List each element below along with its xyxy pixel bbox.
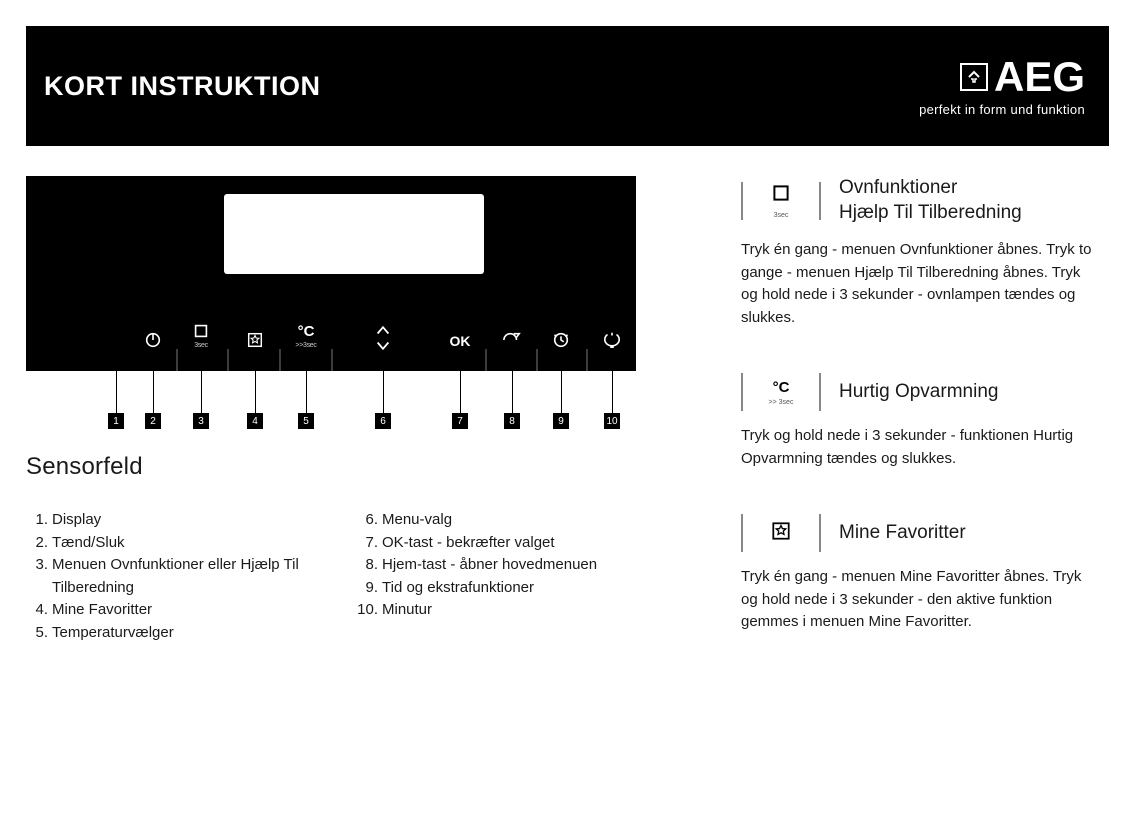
separator [332,349,333,371]
legend-item: 1.Display [26,509,306,532]
legend-item: 10.Minutur [356,599,597,622]
divider [819,373,821,411]
menu-button[interactable]: 3sec [192,322,210,349]
legend-item: 7.OK-tast - bekræfter valget [356,532,597,555]
leader-line [460,354,461,414]
separator [587,349,588,371]
divider [819,514,821,552]
legend-text: Tænd/Sluk [52,532,125,555]
divider [741,514,743,552]
info-block: 3sec OvnfunktionerHjælp Til Tilberedning… [741,176,1101,329]
legend-number: 4. [26,599,48,622]
leader-number: 1 [108,413,124,429]
leader-line [153,354,154,414]
info-title: Hurtig Opvarmning [839,380,998,405]
separator [177,349,178,371]
legend-item: 2.Tænd/Sluk [26,532,306,555]
leader-number: 3 [193,413,209,429]
separator [228,349,229,371]
leader-line [512,354,513,414]
leader-line [201,354,202,414]
leader-number: 2 [145,413,161,429]
leader-line [306,354,307,414]
home-button[interactable] [501,331,523,349]
leader-line [383,354,384,414]
info-body: Tryk én gang - menuen Ovnfunktioner åbne… [741,239,1101,329]
legend-number: 6. [356,509,378,532]
legend-item: 8.Hjem-tast - åbner hovedmenuen [356,554,597,577]
leader-line [255,354,256,414]
legend-number: 10. [356,599,378,622]
legend-item: 6.Menu-valg [356,509,597,532]
info-block: °C >> 3sec Hurtig Opvarmning Tryk og hol… [741,373,1101,470]
legend-text: Display [52,509,101,532]
legend: 1.Display2.Tænd/Sluk3.Menuen Ovnfunktion… [26,509,641,644]
legend-text: Menu-valg [382,509,452,532]
legend-number: 1. [26,509,48,532]
brand-name: AEG [994,56,1085,98]
leader-number: 5 [298,413,314,429]
temp-button[interactable]: °C>>3sec [295,323,316,349]
info-title: Mine Favoritter [839,521,966,546]
display-screen [224,194,484,274]
info-title: OvnfunktionerHjælp Til Tilberedning [839,176,1022,225]
updown-button[interactable] [374,323,392,353]
control-panel: 3sec °C>>3sec OK [26,176,636,371]
legend-item: 5.Temperaturvælger [26,622,306,645]
info-block: Mine Favoritter Tryk én gang - menuen Mi… [741,514,1101,634]
header-bar: KORT INSTRUKTION AEG perfekt in form und… [26,26,1109,146]
legend-number: 3. [26,554,48,599]
leader-number: 7 [452,413,468,429]
legend-text: Minutur [382,599,432,622]
legend-number: 9. [356,577,378,600]
legend-text: Hjem-tast - åbner hovedmenuen [382,554,597,577]
leader-line [612,354,613,414]
leader-number: 10 [604,413,620,429]
leader-line [116,208,117,414]
legend-text: OK-tast - bekræfter valget [382,532,555,555]
favorites-icon [761,520,801,547]
info-body: Tryk og hold nede i 3 sekunder - funktio… [741,425,1101,470]
ok-button[interactable]: OK [450,333,471,349]
legend-item: 9.Tid og ekstrafunktioner [356,577,597,600]
legend-number: 8. [356,554,378,577]
brand-tagline: perfekt in form und funktion [919,102,1085,117]
time-button[interactable] [552,331,570,349]
section-title: Sensorfeld [26,453,641,481]
leader-number: 6 [375,413,391,429]
favorites-button[interactable] [246,331,264,349]
divider [741,373,743,411]
legend-item: 4.Mine Favoritter [26,599,306,622]
separator [486,349,487,371]
legend-text: Temperaturvælger [52,622,174,645]
legend-number: 5. [26,622,48,645]
divider [741,182,743,220]
power-button[interactable] [144,331,162,349]
leader-number: 4 [247,413,263,429]
legend-number: 7. [356,532,378,555]
leader-number: 9 [553,413,569,429]
separator [537,349,538,371]
temp-icon: °C >> 3sec [761,379,801,406]
menu-icon: 3sec [761,182,801,219]
page-title: KORT INSTRUKTION [44,71,320,102]
legend-text: Tid og ekstrafunktioner [382,577,534,600]
brand-logo: AEG perfekt in form und funktion [919,56,1085,117]
leader-line [561,354,562,414]
legend-number: 2. [26,532,48,555]
info-body: Tryk én gang - menuen Mine Favoritter åb… [741,566,1101,634]
legend-text: Menuen Ovnfunktioner eller Hjælp Til Til… [52,554,306,599]
brand-icon [960,63,988,91]
timer-button[interactable] [603,331,621,349]
leader-number: 8 [504,413,520,429]
separator [280,349,281,371]
legend-text: Mine Favoritter [52,599,152,622]
divider [819,182,821,220]
legend-item: 3.Menuen Ovnfunktioner eller Hjælp Til T… [26,554,306,599]
